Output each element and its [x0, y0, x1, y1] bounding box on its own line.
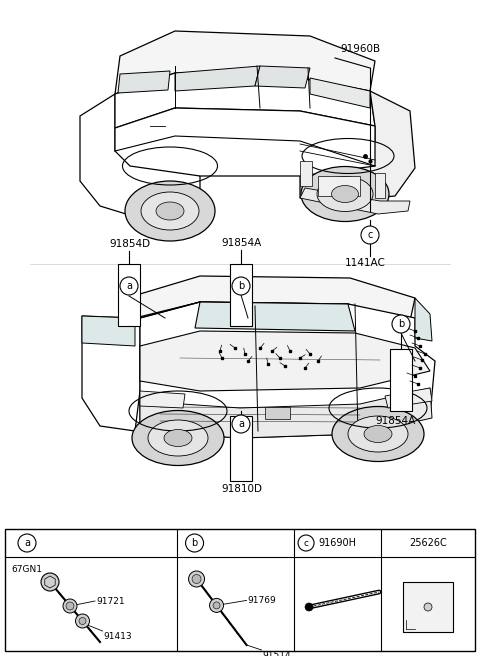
Circle shape	[120, 277, 138, 295]
Circle shape	[75, 614, 89, 628]
Ellipse shape	[164, 430, 192, 447]
Polygon shape	[115, 31, 375, 94]
Polygon shape	[140, 388, 432, 438]
Bar	[230, 416, 252, 481]
Text: 91690H: 91690H	[318, 538, 356, 548]
Polygon shape	[82, 316, 140, 431]
Circle shape	[18, 534, 36, 552]
Circle shape	[63, 599, 77, 613]
Text: 91960B: 91960B	[340, 44, 380, 54]
Polygon shape	[115, 108, 375, 176]
Ellipse shape	[317, 176, 373, 211]
Bar	[390, 349, 412, 411]
Circle shape	[305, 603, 313, 611]
Circle shape	[232, 415, 250, 433]
Ellipse shape	[301, 167, 389, 222]
Text: a: a	[126, 281, 132, 291]
Circle shape	[192, 575, 201, 583]
Polygon shape	[82, 316, 135, 346]
Polygon shape	[255, 66, 310, 88]
Bar	[230, 264, 252, 326]
Text: 91810D: 91810D	[221, 484, 263, 494]
Text: c: c	[303, 539, 309, 548]
Bar	[300, 161, 312, 186]
Ellipse shape	[332, 407, 424, 462]
Text: 91514: 91514	[263, 651, 291, 656]
Text: 91854A: 91854A	[375, 416, 415, 426]
Polygon shape	[195, 302, 355, 331]
Circle shape	[210, 598, 224, 613]
Text: 25626C: 25626C	[409, 538, 447, 548]
Polygon shape	[140, 331, 430, 391]
Text: b: b	[238, 281, 244, 291]
Polygon shape	[175, 66, 260, 91]
Circle shape	[232, 277, 250, 295]
Text: a: a	[238, 419, 244, 429]
Ellipse shape	[156, 202, 184, 220]
Bar	[403, 582, 453, 632]
Ellipse shape	[332, 186, 359, 203]
Text: 91769: 91769	[248, 596, 276, 605]
Polygon shape	[80, 94, 200, 226]
Polygon shape	[310, 78, 370, 108]
Ellipse shape	[132, 411, 224, 466]
Text: b: b	[398, 319, 404, 329]
Bar	[318, 176, 360, 196]
Text: 91854D: 91854D	[109, 239, 151, 249]
Bar	[265, 407, 290, 419]
Ellipse shape	[141, 192, 199, 230]
Text: 91413: 91413	[104, 632, 132, 641]
Circle shape	[186, 534, 204, 552]
Circle shape	[189, 571, 204, 587]
Polygon shape	[385, 388, 432, 408]
Polygon shape	[140, 302, 435, 438]
Circle shape	[79, 617, 86, 625]
Circle shape	[424, 603, 432, 611]
Polygon shape	[135, 276, 415, 321]
Circle shape	[298, 535, 314, 551]
Text: 91721: 91721	[96, 596, 125, 605]
Polygon shape	[300, 91, 415, 201]
Ellipse shape	[148, 420, 208, 456]
Polygon shape	[415, 298, 432, 341]
Circle shape	[392, 315, 410, 333]
Polygon shape	[140, 391, 185, 408]
Polygon shape	[118, 71, 170, 93]
Text: c: c	[367, 230, 372, 240]
Circle shape	[213, 602, 220, 609]
Bar	[118, 264, 140, 326]
Text: 1141AC: 1141AC	[345, 258, 386, 268]
Polygon shape	[115, 73, 375, 128]
Circle shape	[41, 573, 59, 591]
Bar	[5, 529, 475, 651]
Text: 91854A: 91854A	[222, 238, 262, 248]
Text: 67GN1: 67GN1	[11, 565, 42, 574]
Circle shape	[66, 602, 74, 610]
Ellipse shape	[364, 426, 392, 443]
Polygon shape	[300, 188, 410, 214]
Ellipse shape	[348, 416, 408, 452]
Text: b: b	[192, 538, 198, 548]
Bar	[375, 173, 385, 198]
Text: a: a	[24, 538, 30, 548]
Circle shape	[361, 226, 379, 244]
Ellipse shape	[125, 181, 215, 241]
